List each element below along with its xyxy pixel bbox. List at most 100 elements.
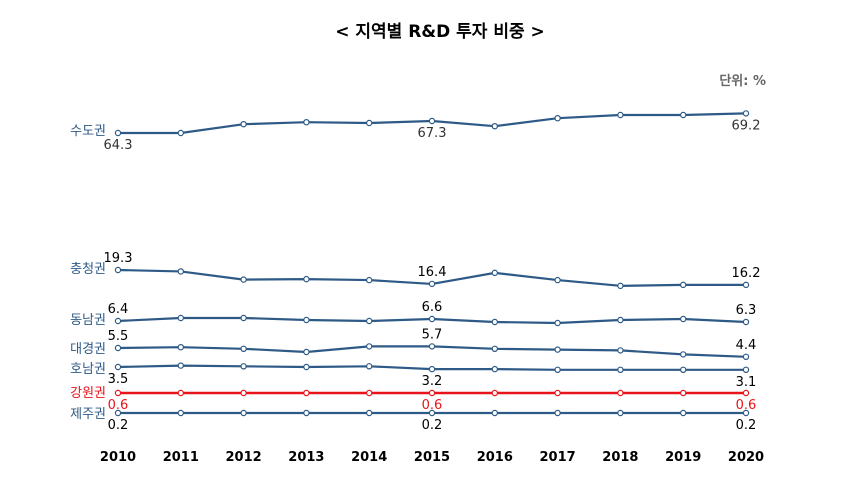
data-label: 0.2 — [736, 418, 757, 433]
data-point — [617, 282, 624, 290]
data-point — [680, 351, 687, 358]
data-point — [177, 314, 184, 322]
data-point — [491, 318, 498, 326]
data-point — [240, 120, 247, 128]
data-point — [554, 276, 561, 284]
data-point — [680, 409, 687, 417]
data-point — [114, 409, 122, 417]
x-tick-label: 2017 — [540, 450, 576, 465]
x-axis: 2010 2011 2012 2013 2014 2015 2016 2017 2018 2019… — [100, 450, 764, 465]
data-point — [303, 409, 310, 417]
data-label: 0.2 — [422, 418, 443, 433]
data-point — [617, 316, 624, 324]
data-point — [366, 363, 373, 370]
data-point — [303, 363, 310, 371]
x-tick-label: 2020 — [728, 450, 764, 465]
data-label: 0.6 — [736, 398, 757, 413]
series-name-label: 호남권 — [70, 362, 106, 377]
x-tick-label: 2019 — [665, 450, 701, 465]
data-point — [554, 409, 561, 417]
data-point — [303, 316, 310, 324]
data-point — [554, 319, 561, 327]
data-point — [366, 343, 373, 350]
data-point — [303, 348, 310, 356]
data-point — [177, 362, 184, 369]
data-point — [680, 281, 687, 289]
data-label: 67.3 — [418, 126, 447, 141]
data-label: 16.4 — [418, 265, 447, 280]
data-point — [680, 389, 687, 397]
data-point — [366, 409, 373, 417]
data-label: 19.3 — [104, 251, 133, 266]
data-point — [114, 344, 122, 352]
series-name-label: 충청권 — [70, 262, 106, 277]
x-tick-label: 2011 — [163, 450, 199, 465]
data-label: 5.5 — [108, 329, 129, 344]
data-point — [428, 365, 436, 373]
data-point — [428, 343, 436, 350]
data-point — [177, 409, 184, 417]
data-point — [742, 353, 750, 360]
data-label: 3.2 — [422, 374, 443, 389]
chart-title: < 지역별 R&D 투자 비중 > — [335, 22, 545, 42]
data-point — [366, 389, 373, 397]
series-name-label: 제주권 — [70, 407, 106, 422]
data-point — [680, 366, 687, 373]
data-point — [742, 366, 750, 373]
data-point — [366, 317, 373, 325]
x-tick-label: 2012 — [226, 450, 262, 465]
data-point — [617, 347, 624, 354]
data-label: 3.5 — [108, 372, 129, 387]
data-point — [428, 315, 436, 323]
data-point — [742, 409, 750, 417]
data-point — [114, 317, 122, 325]
data-point — [554, 389, 561, 397]
data-label: 64.3 — [104, 138, 133, 153]
data-point — [680, 111, 687, 119]
data-point — [177, 129, 184, 137]
data-label: 0.6 — [108, 398, 129, 413]
data-point — [177, 389, 184, 397]
data-point — [428, 117, 436, 125]
data-point — [554, 114, 561, 122]
data-point — [240, 389, 247, 397]
data-point — [428, 280, 436, 288]
data-label: 0.2 — [108, 418, 129, 433]
data-label: 69.2 — [732, 118, 761, 133]
data-label: 4.4 — [736, 338, 757, 353]
data-point — [554, 346, 561, 353]
data-label: 6.4 — [108, 302, 129, 317]
x-tick-label: 2010 — [100, 450, 136, 465]
data-point — [617, 409, 624, 417]
data-point — [303, 389, 310, 397]
data-point — [366, 119, 373, 127]
data-label: 6.3 — [736, 303, 757, 318]
data-label: 0.6 — [422, 398, 443, 413]
data-point — [491, 365, 498, 373]
data-point — [742, 110, 750, 117]
data-point — [114, 389, 122, 397]
data-point — [491, 122, 498, 130]
data-point — [114, 266, 122, 274]
data-point — [491, 409, 498, 417]
data-point — [617, 111, 624, 119]
data-point — [177, 344, 184, 351]
data-label: 6.6 — [422, 300, 443, 315]
data-point — [240, 276, 247, 283]
series-name-label: 동남권 — [70, 313, 106, 328]
series-name-label: 강원권 — [70, 386, 106, 401]
data-point — [491, 345, 498, 352]
data-point — [177, 268, 184, 275]
data-point — [240, 363, 247, 370]
data-point — [114, 363, 122, 371]
series-name-label: 수도권 — [70, 124, 106, 139]
data-point — [742, 318, 750, 326]
data-point — [491, 269, 498, 277]
data-point — [303, 118, 310, 126]
data-point — [680, 315, 687, 323]
data-label: 3.1 — [736, 375, 757, 390]
